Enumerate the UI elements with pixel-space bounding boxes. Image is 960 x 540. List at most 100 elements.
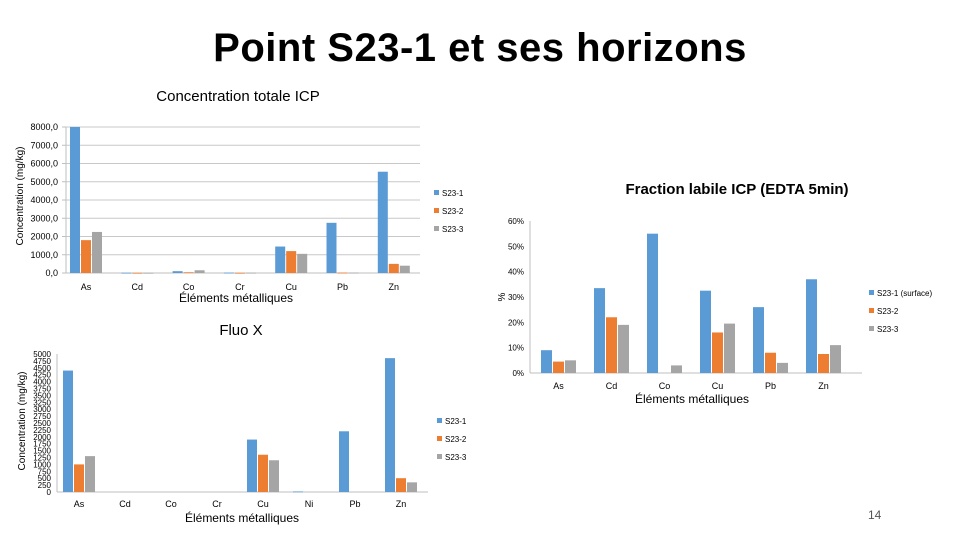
bar-s23-1-cd	[121, 272, 132, 274]
y-tick-label: 3000	[33, 405, 51, 414]
bar-s23-1-zn	[385, 358, 395, 492]
bar-s23-2-cr	[234, 272, 245, 274]
legend-label: S23-1 (surface)	[877, 289, 932, 298]
y-tick-label: 5000,0	[30, 177, 58, 187]
x-tick-label: As	[81, 282, 92, 292]
bar-s23-3-cu	[269, 460, 279, 492]
legend-label: S23-2	[442, 207, 464, 216]
legend-label: S23-3	[877, 325, 899, 334]
x-tick-label: Cd	[606, 381, 618, 391]
legend-swatch	[437, 436, 442, 441]
bar-s23-3-as	[92, 231, 102, 273]
x-tick-label: Pb	[337, 282, 348, 292]
bar-s23-3-as	[85, 456, 95, 492]
legend-label: S23-2	[877, 307, 899, 316]
bar-s23-3-cu	[297, 253, 308, 273]
y-tick-label: 1000,0	[30, 250, 58, 260]
chart-title: Fraction labile ICP (EDTA 5min)	[625, 181, 848, 198]
bar-s23-1-cu	[247, 439, 257, 492]
y-tick-label: 4500	[33, 364, 51, 373]
bar-s23-2-as	[553, 361, 564, 373]
x-tick-label: Co	[659, 381, 671, 391]
bar-s23-1-ni	[293, 491, 303, 493]
bar-s23-2-cu	[258, 454, 268, 492]
y-tick-label: 4250	[33, 371, 51, 380]
bar-s23-2-cd	[606, 317, 617, 373]
y-tick-label: 2500	[33, 419, 51, 428]
x-tick-label: Ni	[305, 499, 314, 509]
y-tick-label: 6000,0	[30, 159, 58, 169]
y-tick-label: 10%	[508, 344, 524, 353]
bar-s23-3-zn	[407, 482, 417, 492]
bar-s23-3-pb	[777, 362, 788, 373]
bar-s23-1-co	[172, 271, 183, 273]
bar-s23-3-cu	[724, 323, 735, 373]
bar-s23-2-pb	[765, 352, 776, 373]
y-tick-label: 2000	[33, 433, 51, 442]
y-tick-label: 3000,0	[30, 213, 58, 223]
x-tick-label: Co	[183, 282, 195, 292]
y-axis-title: %	[497, 292, 508, 301]
y-axis-title: Concentration (mg/kg)	[15, 147, 26, 246]
bar-s23-3-as	[565, 360, 576, 373]
y-tick-label: 2000,0	[30, 232, 58, 242]
x-tick-label: Zn	[389, 282, 400, 292]
y-tick-label: 4750	[33, 357, 51, 366]
y-tick-label: 750	[38, 467, 52, 476]
y-tick-label: 1500	[33, 447, 51, 456]
chart-title: Fluo X	[219, 322, 262, 339]
bar-s23-1-cr	[223, 272, 234, 274]
bar-s23-2-as	[81, 240, 91, 273]
y-tick-label: 0,0	[45, 268, 58, 278]
y-axis-title: Concentration (mg/kg)	[17, 372, 28, 471]
x-tick-label: Cu	[712, 381, 724, 391]
y-tick-label: 40%	[508, 268, 524, 277]
y-tick-label: 3500	[33, 391, 51, 400]
y-tick-label: 1750	[33, 440, 51, 449]
legend-swatch	[869, 308, 874, 313]
x-tick-label: Pb	[765, 381, 776, 391]
bar-s23-1-pb	[753, 307, 764, 373]
y-tick-label: 5000	[33, 350, 51, 359]
legend-label: S23-1	[442, 189, 464, 198]
bar-s23-3-co	[194, 270, 205, 273]
chart-title: Concentration totale ICP	[156, 88, 319, 105]
x-tick-label: Zn	[396, 499, 407, 509]
slide-title: Point S23-1 et ses horizons	[213, 26, 747, 70]
legend-swatch	[869, 290, 874, 295]
bar-s23-3-co	[671, 365, 682, 373]
bar-s23-1-as	[541, 350, 552, 373]
bar-s23-2-as	[74, 464, 84, 492]
x-tick-label: Co	[165, 499, 177, 509]
legend-swatch	[434, 208, 439, 213]
legend-swatch	[869, 326, 874, 331]
y-tick-label: 250	[38, 481, 52, 490]
x-tick-label: As	[553, 381, 564, 391]
x-tick-label: Cu	[257, 499, 269, 509]
legend-label: S23-3	[445, 453, 467, 462]
bar-s23-2-co	[183, 272, 194, 274]
bar-s23-1-as	[70, 127, 80, 273]
bar-s23-1-cu	[700, 290, 711, 373]
bar-s23-1-zn	[806, 279, 817, 373]
bar-s23-2-cu	[712, 332, 723, 373]
x-tick-label: Zn	[818, 381, 829, 391]
y-tick-label: 20%	[508, 318, 524, 327]
y-tick-label: 500	[38, 474, 52, 483]
bar-s23-2-cd	[132, 272, 143, 274]
bar-s23-2-cu	[286, 251, 297, 273]
x-tick-label: Cr	[212, 499, 222, 509]
y-tick-label: 0%	[512, 369, 524, 378]
bar-s23-3-zn	[399, 265, 410, 273]
y-tick-label: 3750	[33, 385, 51, 394]
x-tick-label: Cd	[132, 282, 144, 292]
bar-s23-1-cu	[275, 246, 286, 273]
legend-label: S23-1	[445, 417, 467, 426]
x-tick-label: Cd	[119, 499, 131, 509]
legend-swatch	[434, 226, 439, 231]
x-tick-label: Cr	[235, 282, 245, 292]
bar-s23-2-zn	[396, 478, 406, 492]
bar-s23-2-zn	[818, 354, 829, 373]
x-tick-label: Pb	[349, 499, 360, 509]
